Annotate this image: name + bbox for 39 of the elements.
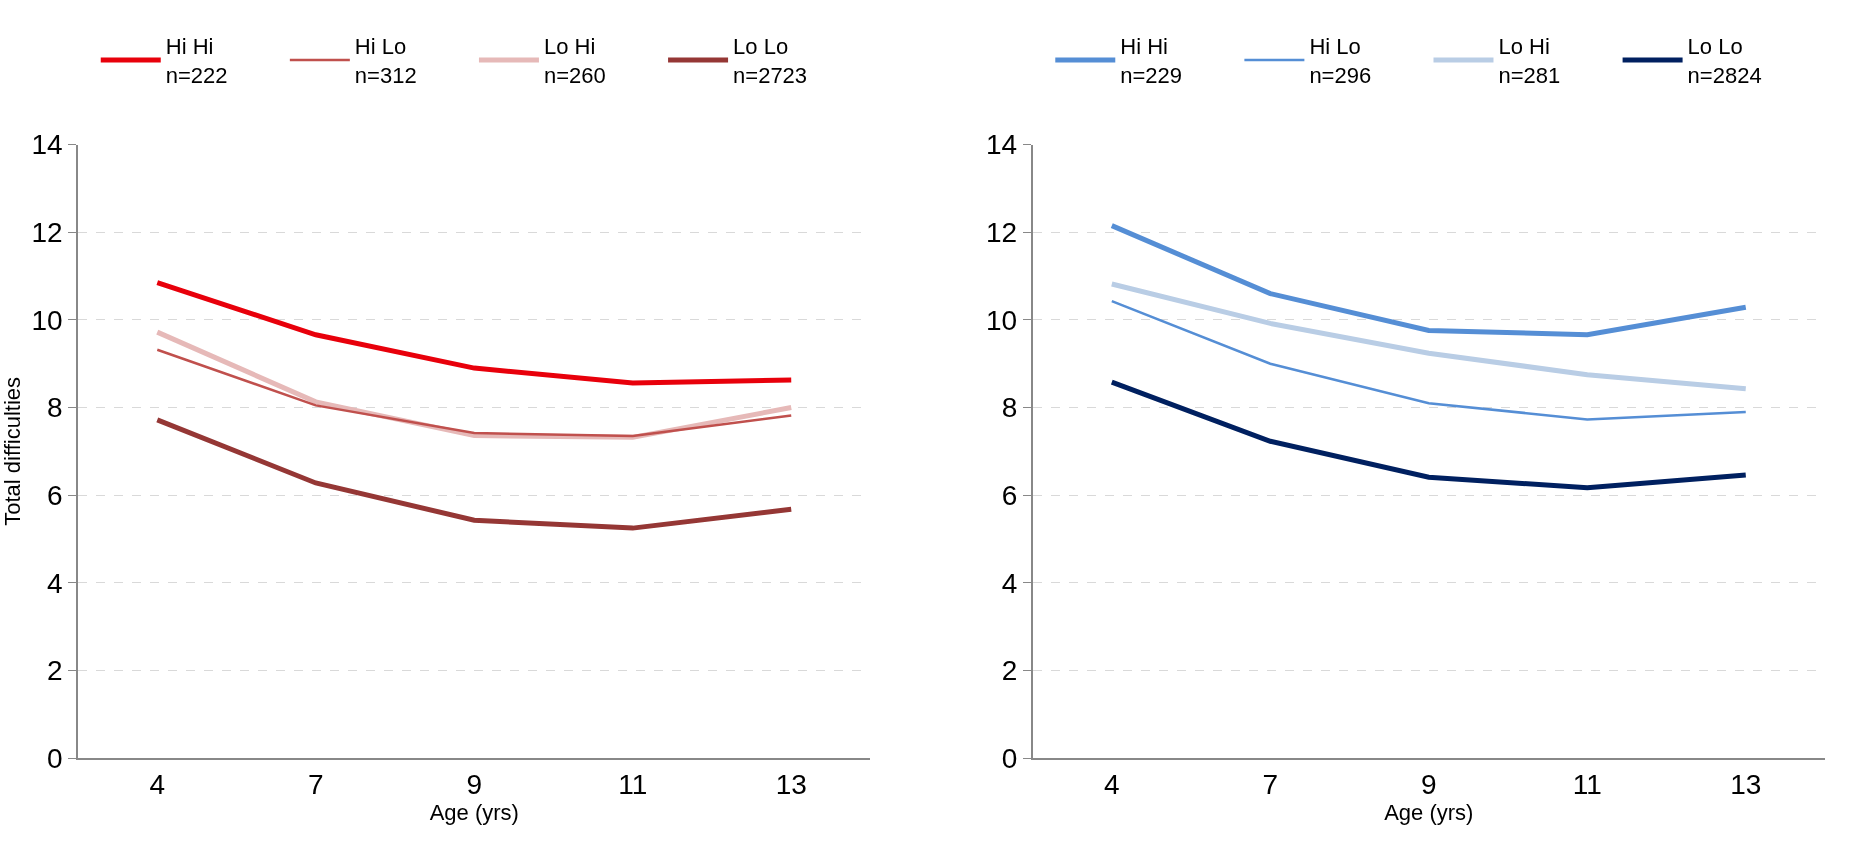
y-tick-label: 2 (47, 655, 63, 687)
y-tick-label: 0 (1001, 743, 1018, 775)
y-tick-label: 6 (47, 480, 63, 512)
legend-label: Hi Hi n=222 (165, 34, 228, 88)
x-tick-label: 13 (775, 768, 807, 800)
x-tick-label: 4 (149, 768, 166, 800)
y-tick-label: 10 (986, 304, 1018, 336)
x-tick-label: 13 (1730, 768, 1762, 800)
y-tick-label: 8 (1001, 392, 1018, 424)
x-tick-label: 11 (1572, 768, 1602, 800)
line-series (156, 348, 793, 438)
x-tick-label: 7 (1262, 768, 1279, 800)
y-axis-title: Total difficulties (0, 377, 25, 526)
legend-label: Hi Lo n=312 (354, 34, 417, 88)
y-tick-label: 12 (986, 217, 1018, 249)
x-tick-label: 9 (1420, 768, 1437, 800)
y-tick-label: 0 (47, 743, 63, 775)
y-tick-label: 2 (1001, 655, 1018, 687)
y-tick-label: 14 (31, 129, 63, 161)
x-tick-label: 7 (307, 768, 324, 800)
x-axis-title: Age (yrs) (429, 799, 519, 825)
legend-label: Hi Lo n=296 (1309, 34, 1372, 88)
y-tick-label: 14 (986, 129, 1018, 161)
x-tick-label: 4 (1104, 768, 1120, 800)
line-series (1110, 299, 1748, 421)
x-tick-label: 11 (618, 768, 648, 800)
y-tick-label: 4 (1001, 567, 1018, 599)
y-tick-label: 8 (47, 392, 63, 424)
legend-label: Lo Hi n=260 (543, 34, 606, 88)
legend-label: Lo Lo n=2824 (1687, 34, 1762, 88)
legend-label: Lo Lo n=2723 (733, 34, 808, 88)
x-tick-label: 9 (466, 768, 483, 800)
legend-label: Hi Hi n=229 (1120, 34, 1183, 88)
x-axis-title: Age (yrs) (1384, 799, 1474, 825)
y-tick-label: 12 (31, 217, 63, 249)
y-tick-label: 4 (47, 567, 63, 599)
y-tick-label: 10 (31, 304, 63, 336)
y-tick-label: 6 (1001, 480, 1018, 512)
legend-label: Lo Hi n=281 (1498, 34, 1561, 88)
